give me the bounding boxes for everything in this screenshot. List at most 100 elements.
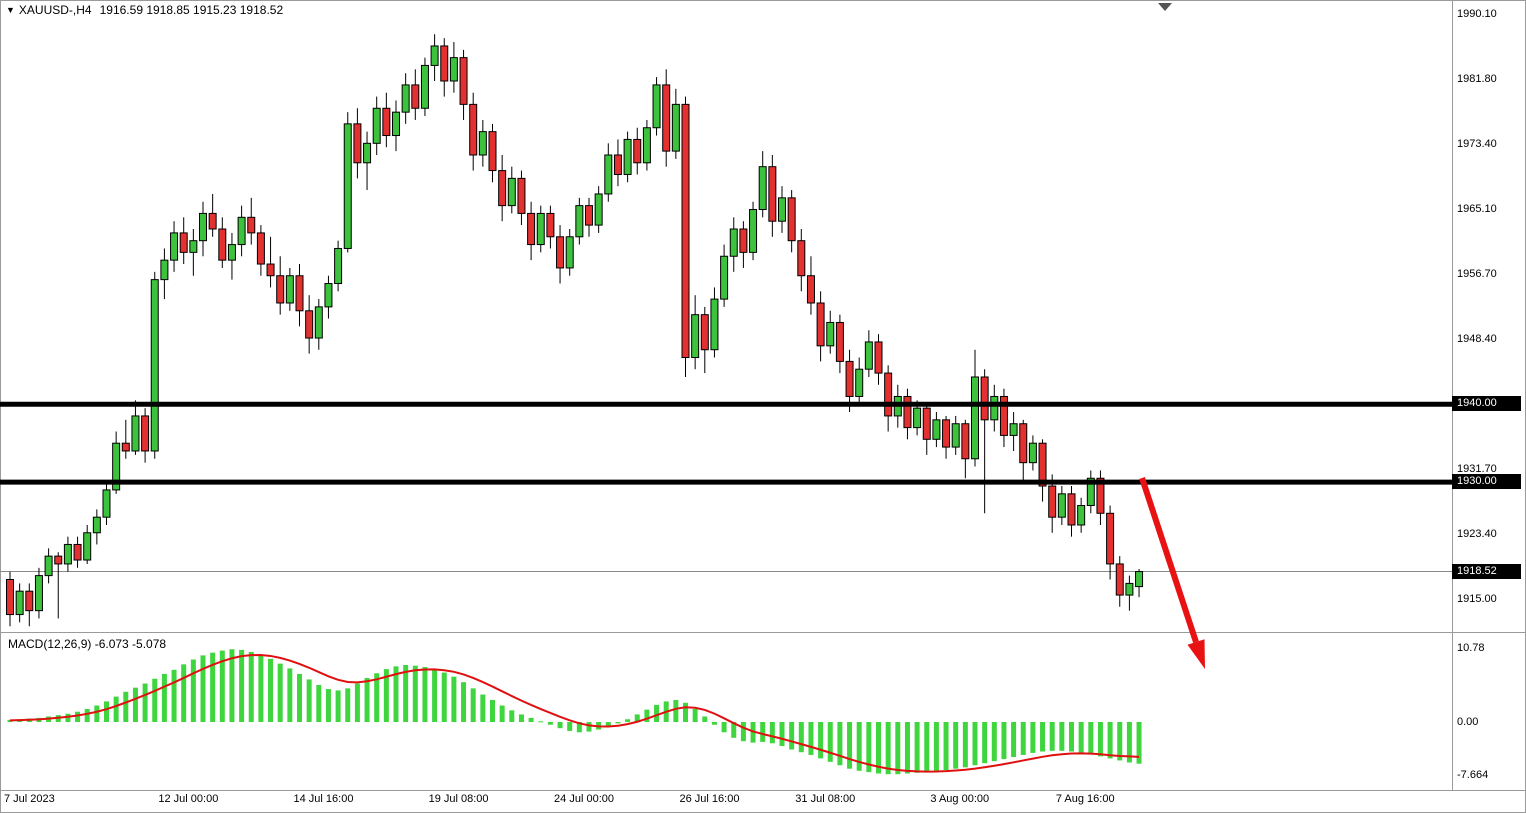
candle-down (305, 310, 314, 339)
candle-down (1067, 493, 1076, 526)
candle-down (1038, 442, 1047, 487)
macd-bar (586, 722, 592, 732)
candle-down (884, 372, 893, 417)
candle-up (237, 216, 246, 246)
macd-bar (740, 722, 746, 742)
candle-up (170, 232, 179, 261)
candle-down (459, 57, 468, 105)
macd-bar (210, 652, 216, 722)
macd-bar (509, 710, 515, 722)
candle-down (942, 419, 951, 448)
candle-up (971, 376, 979, 460)
current-price-tag: 1918.52 (1452, 563, 1521, 579)
price-level-tag: 1940.00 (1452, 396, 1521, 412)
candle-down (1048, 485, 1057, 518)
candle-down (353, 123, 362, 164)
candle-down (1106, 512, 1115, 565)
macd-bar (760, 722, 766, 742)
macd-bar (374, 673, 380, 722)
macd-bar (7, 719, 13, 722)
candle-down (6, 579, 14, 616)
macd-bar (837, 722, 843, 766)
time-tick-label: 24 Jul 00:00 (554, 793, 614, 805)
macd-bar (1097, 722, 1103, 757)
symbol-timeframe-label: XAUUSD-,H4 (18, 3, 92, 17)
macd-bar (711, 722, 717, 725)
candle-down (469, 103, 478, 156)
chart-shift-marker[interactable] (1158, 3, 1172, 11)
macd-bar (258, 654, 264, 722)
macd-bar (885, 722, 891, 775)
macd-bar (789, 722, 795, 750)
macd-bar (104, 701, 109, 722)
candle-up (324, 283, 333, 308)
macd-bar (605, 722, 611, 727)
macd-bar (625, 719, 631, 722)
macd-bar (1069, 722, 1074, 752)
candle-down (980, 376, 989, 421)
candle-up (623, 138, 632, 175)
time-tick-label: 3 Aug 00:00 (930, 793, 990, 805)
macd-bar (962, 722, 968, 768)
candle-up (778, 197, 786, 222)
macd-bar (634, 714, 640, 722)
candle-down (141, 415, 150, 452)
price-tick-label: 1931.70 (1457, 462, 1497, 475)
candle-up (478, 131, 487, 156)
macd-bar (490, 700, 495, 722)
macd-bar (557, 722, 563, 729)
chart-title: ▼ XAUUSD-,H4 1916.59 1918.85 1915.23 1918.… (6, 3, 283, 17)
macd-bar (972, 722, 978, 766)
macd-signal-line (9, 653, 1140, 773)
candle-up (15, 590, 24, 616)
candle-up (758, 166, 767, 211)
macd-bar (123, 691, 129, 722)
macd-bar (142, 683, 148, 722)
macd-bar (1117, 722, 1123, 761)
macd-bar (769, 722, 775, 744)
candle-down (411, 84, 420, 109)
candle-up (671, 103, 680, 152)
downtrend-arrow-shaft[interactable] (1139, 477, 1199, 643)
candle-up (112, 442, 121, 491)
macd-bar (94, 705, 100, 722)
price-tick-label: 1973.40 (1457, 138, 1497, 151)
macd-bar (827, 722, 833, 762)
macd-bar (692, 708, 698, 722)
candle-up (363, 142, 372, 164)
macd-bar (383, 669, 389, 722)
macd-bar (1020, 722, 1026, 755)
macd-bar (297, 673, 302, 722)
candle-down (73, 543, 82, 561)
macd-bar (75, 711, 81, 722)
time-tick-label: 31 Jul 08:00 (795, 793, 856, 805)
macd-bar (731, 722, 737, 738)
time-tick-label: 7 Aug 16:00 (1055, 793, 1115, 805)
candle-up (1086, 477, 1095, 507)
macd-bar (499, 705, 505, 722)
candle-up (575, 205, 584, 238)
candle-up (990, 395, 999, 421)
downtrend-arrow-head (1187, 639, 1205, 669)
candle-down (961, 423, 970, 460)
macd-bar (654, 704, 660, 722)
candle-down (922, 407, 931, 440)
macd-bar (200, 655, 206, 722)
macd-bar (364, 678, 370, 722)
macd-bar (1001, 722, 1007, 760)
candle-up (565, 236, 574, 269)
candle-up (44, 555, 53, 577)
candle-up (710, 298, 719, 351)
candle-up (34, 575, 43, 612)
candle-up (285, 275, 294, 304)
candle-down (1096, 477, 1105, 514)
macd-bar (673, 700, 679, 722)
symbol-dropdown-icon[interactable]: ▼ (6, 5, 15, 15)
candle-up (372, 107, 381, 144)
macd-bar (287, 668, 293, 722)
candle-up (102, 489, 111, 518)
candle-down (266, 263, 275, 277)
candle-down (208, 212, 217, 230)
candle-up (932, 419, 941, 440)
